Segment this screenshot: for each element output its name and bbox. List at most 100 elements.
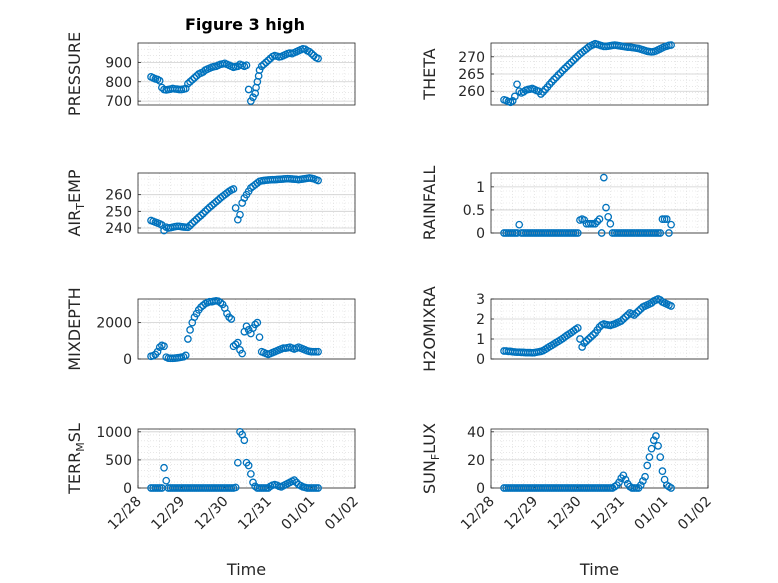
data-point xyxy=(547,78,556,86)
data-point xyxy=(656,453,665,461)
data-point xyxy=(539,88,547,96)
data-point xyxy=(197,211,205,220)
y-tick-label: 0 xyxy=(123,352,132,368)
y-tick-label: 0 xyxy=(476,481,485,497)
data-point xyxy=(571,229,580,237)
y-tick-label: 1000 xyxy=(96,425,132,441)
data-point xyxy=(229,185,238,193)
data-point xyxy=(567,58,576,67)
x-tick-label: 01/02 xyxy=(675,494,715,534)
data-point xyxy=(231,483,240,492)
data-point xyxy=(188,75,197,84)
data-point xyxy=(255,66,264,74)
data-point xyxy=(665,229,673,237)
data-point xyxy=(643,461,652,470)
data-point xyxy=(260,60,268,69)
data-point xyxy=(233,458,242,467)
data-point xyxy=(307,49,316,58)
data-point xyxy=(571,54,580,63)
y-axis-label: TERRMSL xyxy=(65,423,87,495)
data-point xyxy=(186,326,194,334)
data-point xyxy=(617,317,626,325)
data-point xyxy=(658,467,667,475)
data-point xyxy=(565,60,573,69)
data-point xyxy=(199,209,207,218)
data-point xyxy=(162,476,171,485)
data-point xyxy=(621,475,630,484)
data-point xyxy=(262,484,270,492)
data-point xyxy=(658,215,667,224)
data-point xyxy=(606,484,615,492)
data-point xyxy=(186,77,194,86)
data-point xyxy=(589,219,597,228)
x-tick-label: 01/01 xyxy=(632,494,672,534)
data-point xyxy=(569,56,578,65)
y-axis-label: AIRTEMP xyxy=(65,169,87,236)
axes-box xyxy=(490,298,709,360)
x-tick-label: 01/01 xyxy=(279,494,319,534)
y-tick-label: 0 xyxy=(476,226,485,242)
data-point xyxy=(563,62,571,71)
y-axis-label: THETA xyxy=(420,48,439,100)
y-tick-label: 260 xyxy=(105,188,132,204)
data-point xyxy=(305,47,314,56)
x-tick-label: 12/29 xyxy=(148,494,188,534)
y-tick-label: 250 xyxy=(105,204,132,220)
subplot-4: 0 0.5 1 RAINFALL xyxy=(420,166,709,242)
data-point xyxy=(508,97,517,105)
data-point xyxy=(667,302,675,310)
data-point xyxy=(662,215,671,224)
data-point xyxy=(314,176,322,185)
y-tick-label: 0 xyxy=(123,481,132,497)
data-point xyxy=(231,204,240,212)
data-point xyxy=(314,347,322,356)
data-point xyxy=(253,318,262,327)
x-tick-label: 12/31 xyxy=(235,494,275,534)
data-point xyxy=(190,74,199,82)
data-point xyxy=(225,313,233,322)
y-tick-label: 3 xyxy=(476,292,485,308)
data-point xyxy=(233,338,242,347)
data-point xyxy=(586,219,595,228)
data-point xyxy=(216,298,225,307)
data-point xyxy=(153,347,162,356)
axes-box xyxy=(490,428,709,489)
data-point xyxy=(667,484,675,492)
data-point xyxy=(508,229,517,237)
data-point xyxy=(606,219,615,228)
y-tick-label: 260 xyxy=(458,84,485,100)
data-point xyxy=(255,333,264,342)
x-axis-label: Time xyxy=(226,560,266,579)
data-point xyxy=(667,220,675,229)
y-axis-label: H2OMIXRA xyxy=(420,286,439,372)
data-point xyxy=(537,90,545,98)
data-point xyxy=(312,347,320,356)
data-point xyxy=(649,436,658,445)
data-point xyxy=(244,85,253,94)
x-tick-label: 12/29 xyxy=(501,494,541,534)
y-axis-label: PRESSURE xyxy=(65,32,84,116)
data-point xyxy=(656,229,665,237)
x-tick-label: 01/02 xyxy=(322,494,362,534)
data-point xyxy=(246,470,255,478)
y-tick-label: 1 xyxy=(476,180,485,196)
axes-box xyxy=(137,428,356,489)
data-point xyxy=(589,331,597,339)
data-point xyxy=(602,203,610,212)
data-point xyxy=(593,217,602,226)
y-axis-label: SUNFLUX xyxy=(420,423,442,494)
data-point xyxy=(515,220,524,229)
data-point xyxy=(257,62,266,71)
data-point xyxy=(621,313,630,321)
data-point xyxy=(262,58,270,67)
data-point xyxy=(647,444,656,453)
data-point xyxy=(667,41,675,49)
data-point xyxy=(188,219,197,228)
data-point xyxy=(573,52,582,60)
data-point xyxy=(155,484,164,492)
axes-box xyxy=(137,298,356,360)
axes-box xyxy=(137,42,356,106)
data-point xyxy=(660,215,669,224)
data-point xyxy=(184,223,192,232)
